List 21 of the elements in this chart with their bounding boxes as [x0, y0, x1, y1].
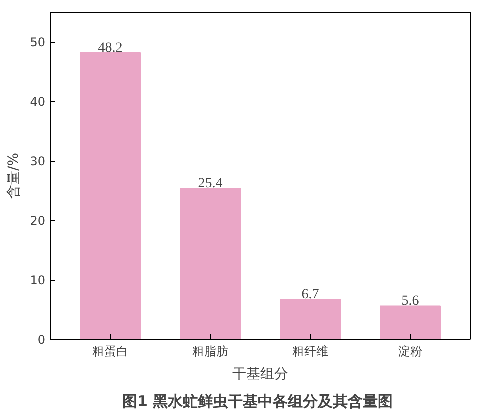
y-tick-label: 10 [30, 274, 46, 288]
y-tick-label: 0 [38, 333, 46, 347]
data-label: 48.2 [98, 40, 123, 56]
bar [280, 299, 341, 340]
x-tick-label: 淀粉 [398, 344, 422, 358]
data-label: 25.4 [198, 176, 223, 192]
data-label: 5.6 [402, 294, 420, 310]
x-tick-label: 粗脂肪 [192, 344, 228, 358]
data-label: 6.7 [302, 288, 320, 303]
y-tick-label: 30 [30, 154, 46, 169]
bar [80, 52, 141, 340]
x-axis-title: 干基组分 [232, 366, 288, 382]
bar [180, 188, 241, 340]
y-tick-label: 20 [30, 214, 46, 228]
y-tick-label: 40 [30, 95, 46, 110]
y-tick-label: 50 [30, 36, 46, 50]
x-tick-label: 粗纤维 [292, 344, 328, 358]
text: 图1 黑水虻鲜虫干基中各组分及其含量图 [122, 392, 394, 410]
bar [380, 306, 441, 340]
y-axis-title: 含量/% [6, 152, 22, 200]
x-tick-label: 粗蛋白 [92, 344, 128, 358]
